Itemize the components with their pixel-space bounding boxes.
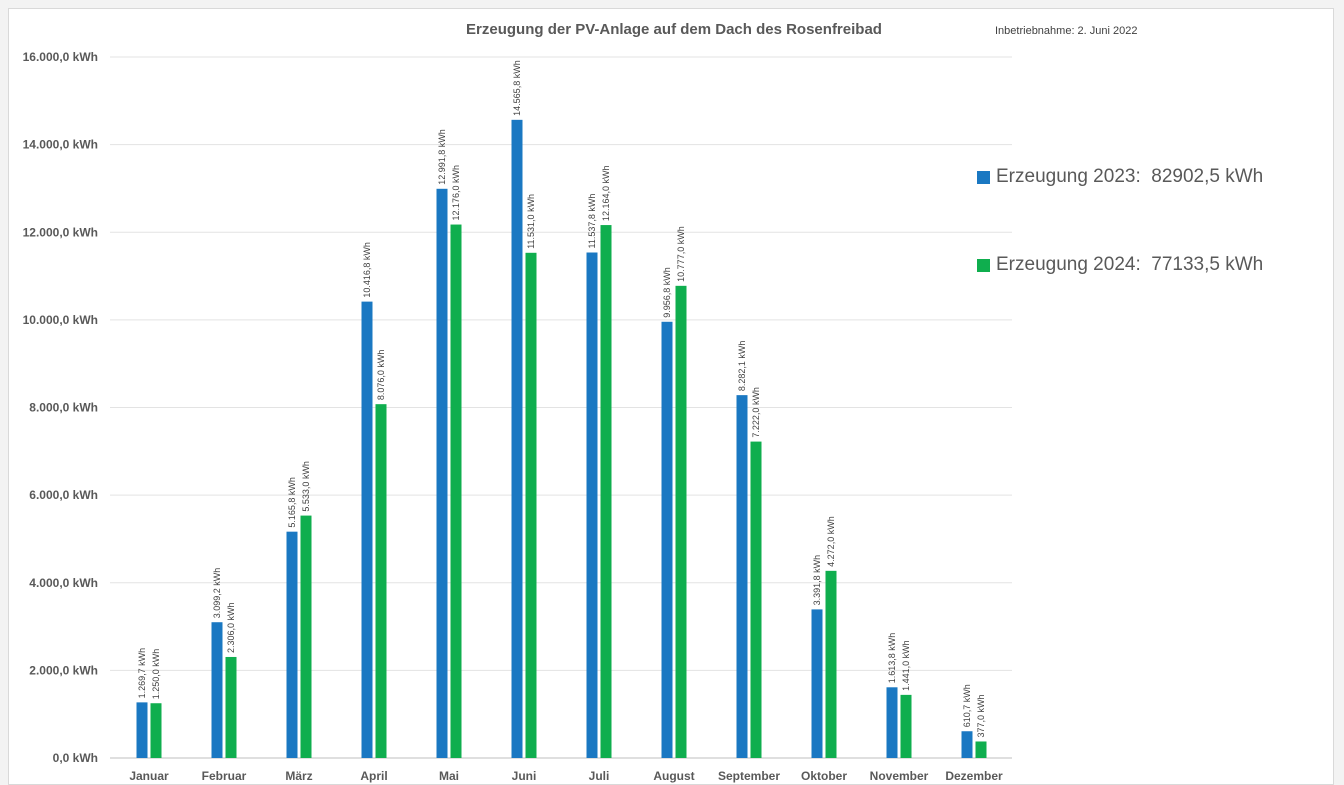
data-label: 10.777,0 kWh [676,226,686,282]
bar-2024 [600,225,612,758]
bar-2024 [750,441,762,758]
x-tick-label: September [718,769,780,783]
x-tick-label: Oktober [801,769,847,783]
chart-title: Erzeugung der PV-Anlage auf dem Dach des… [466,21,882,38]
legend-swatch-2023 [977,170,990,184]
chart-note: Inbetriebnahme: 2. Juni 2022 [995,25,1138,37]
x-tick-label: Januar [129,769,169,783]
data-label: 10.416,8 kWh [362,242,372,298]
x-tick-label: August [653,769,694,783]
y-tick-label: 16.000,0 kWh [23,50,98,64]
bar-2024 [300,515,312,758]
x-tick-label: Juli [589,769,610,783]
bar-2023 [961,731,973,758]
data-label: 12.176,0 kWh [451,165,461,221]
bar-2023 [811,609,823,758]
legend-entry-2024: Erzeugung 2024: 77133,5 kWh [977,254,1263,276]
data-label: 12.164,0 kWh [601,166,611,222]
x-tick-label: März [285,769,312,783]
data-label: 2.306,0 kWh [226,602,236,653]
bar-2023 [361,301,373,758]
x-tick-label: April [360,769,387,783]
data-label: 5.533,0 kWh [301,461,311,512]
data-label: 11.531,0 kWh [526,194,536,249]
bar-2023 [886,687,898,758]
bar-2023 [736,395,748,758]
y-tick-label: 2.000,0 kWh [29,663,98,677]
bar-2023 [136,702,148,758]
data-label: 1.269,7 kWh [137,648,147,699]
y-tick-label: 8.000,0 kWh [29,401,98,415]
bar-2023 [286,531,298,758]
y-tick-label: 6.000,0 kWh [29,488,98,502]
y-tick-label: 10.000,0 kWh [23,313,98,327]
y-tick-label: 0,0 kWh [53,751,98,765]
bar-2023 [661,321,673,758]
data-label: 1.441,0 kWh [901,640,911,691]
bar-2023 [511,119,523,759]
legend-swatch-2024 [977,258,990,272]
data-label: 5.165,8 kWh [287,477,297,528]
bar-2024 [825,570,837,758]
bar-2023 [586,252,598,759]
bar-2024 [225,656,237,758]
data-label: 610,7 kWh [962,684,972,727]
y-tick-label: 4.000,0 kWh [29,576,98,590]
x-tick-label: Dezember [945,769,1003,783]
data-label: 7.222,0 kWh [751,387,761,438]
data-label: 1.613,8 kWh [887,633,897,684]
legend-label-2023: Erzeugung 2023: 82902,5 kWh [996,166,1264,187]
bar-2023 [211,622,223,758]
y-tick-label: 12.000,0 kWh [23,225,98,239]
legend-entry-2023: Erzeugung 2023: 82902,5 kWh [977,166,1263,188]
bar-2024 [675,285,687,758]
data-label: 8.076,0 kWh [376,350,386,401]
data-label: 377,0 kWh [976,694,986,737]
data-label: 3.391,8 kWh [812,555,822,606]
data-label: 3.099,2 kWh [212,568,222,619]
y-tick-label: 14.000,0 kWh [23,138,98,152]
data-label: 11.537,8 kWh [587,194,597,249]
legend-label-2024: Erzeugung 2024: 77133,5 kWh [996,254,1264,275]
data-label: 4.272,0 kWh [826,516,836,567]
x-tick-label: Juni [512,769,537,783]
data-label: 12.991,8 kWh [437,129,447,185]
x-tick-label: Februar [202,769,247,783]
bar-2024 [375,404,387,758]
x-tick-label: Mai [439,769,459,783]
bar-2023 [436,188,448,759]
bar-2024 [150,703,162,758]
data-label: 9.956,8 kWh [662,267,672,318]
data-label: 1.250,0 kWh [151,649,161,700]
bar-2024 [450,224,462,758]
x-tick-label: November [870,769,929,783]
data-label: 14.565,8 kWh [512,60,522,116]
data-label: 8.282,1 kWh [737,341,747,392]
bar-2024 [525,252,537,758]
bar-2024 [975,741,987,758]
bar-2024 [900,694,912,758]
